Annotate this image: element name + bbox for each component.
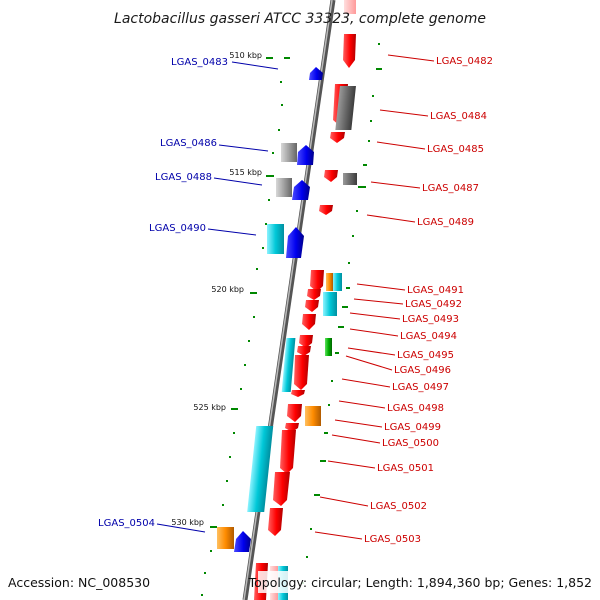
- label-lgas-0499: LGAS_0499: [384, 422, 441, 433]
- gene-lgas-0486-grey: [281, 143, 297, 162]
- tick-marks: [210, 57, 273, 528]
- gene-lgas-0501: [280, 430, 296, 474]
- map-title: Lactobacillus gasseri ATCC 33323, comple…: [114, 11, 486, 27]
- gene-lgas-0492-cyan: [323, 292, 337, 316]
- label-lgas-0486: LGAS_0486: [160, 138, 217, 149]
- gene-lgas-0500: [285, 423, 299, 432]
- gene-lgas-0502: [273, 472, 290, 506]
- label-lgas-0497: LGAS_0497: [392, 382, 449, 393]
- gene-lgas-0497: [294, 355, 309, 390]
- tick-label-530: 530 kbp: [171, 518, 204, 527]
- label-lgas-0495: LGAS_0495: [397, 350, 454, 361]
- gene-lgas-0488-grey: [276, 178, 292, 197]
- tick-label-510: 510 kbp: [229, 51, 262, 60]
- gene-lgas-0486: [297, 145, 314, 165]
- gene-lgas-0496: [297, 346, 311, 356]
- gene-lgas-0504: [234, 531, 251, 552]
- label-lgas-0500: LGAS_0500: [382, 438, 439, 449]
- label-lgas-0492: LGAS_0492: [405, 299, 462, 310]
- gene-top-partial: [344, 0, 356, 14]
- gene-lgas-0491-orange: [326, 273, 333, 291]
- label-lgas-0504: LGAS_0504: [98, 518, 155, 529]
- gene-lgas-0495-green: [325, 338, 332, 356]
- gene-lgas-0487-grey: [343, 173, 357, 185]
- gene-lgas-0491: [310, 270, 324, 292]
- label-lgas-0498: LGAS_0498: [387, 403, 444, 414]
- gene-lgas-0500-cyan: [247, 426, 274, 512]
- gene-lgas-0498: [291, 390, 305, 397]
- label-lgas-0501: LGAS_0501: [377, 463, 434, 474]
- label-lgas-0483: LGAS_0483: [171, 57, 228, 68]
- label-lgas-0488: LGAS_0488: [155, 172, 212, 183]
- gene-lgas-0487: [324, 170, 338, 182]
- gene-lgas-0490: [286, 227, 304, 258]
- forward-strand-genes: [247, 0, 357, 600]
- tick-label-520: 520 kbp: [211, 285, 244, 294]
- gene-lgas-0494: [302, 314, 316, 330]
- label-lgas-0482: LGAS_0482: [436, 56, 493, 67]
- gene-lgas-0492: [307, 289, 321, 300]
- gc-marks: [201, 43, 382, 596]
- label-lgas-0503: LGAS_0503: [364, 534, 421, 545]
- tick-label-525: 525 kbp: [193, 403, 226, 412]
- gene-lgas-0503: [268, 508, 283, 536]
- gene-lgas-0488: [292, 180, 310, 200]
- tick-label-515: 515 kbp: [229, 168, 262, 177]
- reverse-strand-genes: [217, 67, 323, 552]
- gene-lgas-0489: [319, 205, 333, 215]
- label-lgas-0487: LGAS_0487: [422, 183, 479, 194]
- gene-lgas-0499: [287, 404, 302, 422]
- gene-lgas-0495: [299, 335, 313, 348]
- reverse-label-lines: [156, 61, 279, 533]
- label-lgas-0496: LGAS_0496: [394, 365, 451, 376]
- label-lgas-0493: LGAS_0493: [402, 314, 459, 325]
- gene-lgas-0483: [309, 67, 323, 80]
- tick-labels: 510 kbp 515 kbp 520 kbp 525 kbp 530 kbp: [171, 51, 262, 527]
- label-lgas-0490: LGAS_0490: [149, 223, 206, 234]
- gene-lgas-0493: [305, 300, 319, 312]
- gene-lgas-0504-orange: [217, 527, 234, 549]
- topology-backdrop: [258, 571, 596, 593]
- topology-text: Topology: circular; Length: 1,894,360 bp…: [248, 575, 592, 590]
- gene-lgas-0499-orange: [305, 406, 321, 426]
- reverse-labels: LGAS_0483 LGAS_0486 LGAS_0488 LGAS_0490 …: [98, 57, 228, 529]
- accession-text: Accession: NC_008530: [8, 575, 150, 590]
- gene-lgas-0490-cyan: [267, 224, 284, 254]
- label-lgas-0489: LGAS_0489: [417, 217, 474, 228]
- gene-lgas-0491-cyan: [333, 273, 342, 291]
- forward-labels: LGAS_0482 LGAS_0484 LGAS_0485 LGAS_0487 …: [364, 56, 493, 545]
- label-lgas-0491: LGAS_0491: [407, 285, 464, 296]
- gene-lgas-0495-cyan: [281, 338, 296, 392]
- label-lgas-0502: LGAS_0502: [370, 501, 427, 512]
- label-lgas-0485: LGAS_0485: [427, 144, 484, 155]
- gene-lgas-0482: [343, 34, 356, 68]
- gene-lgas-0485: [330, 132, 345, 143]
- gene-lgas-0484-grey: [335, 86, 356, 130]
- forward-label-lines: [314, 54, 435, 540]
- label-lgas-0494: LGAS_0494: [400, 331, 457, 342]
- label-lgas-0484: LGAS_0484: [430, 111, 487, 122]
